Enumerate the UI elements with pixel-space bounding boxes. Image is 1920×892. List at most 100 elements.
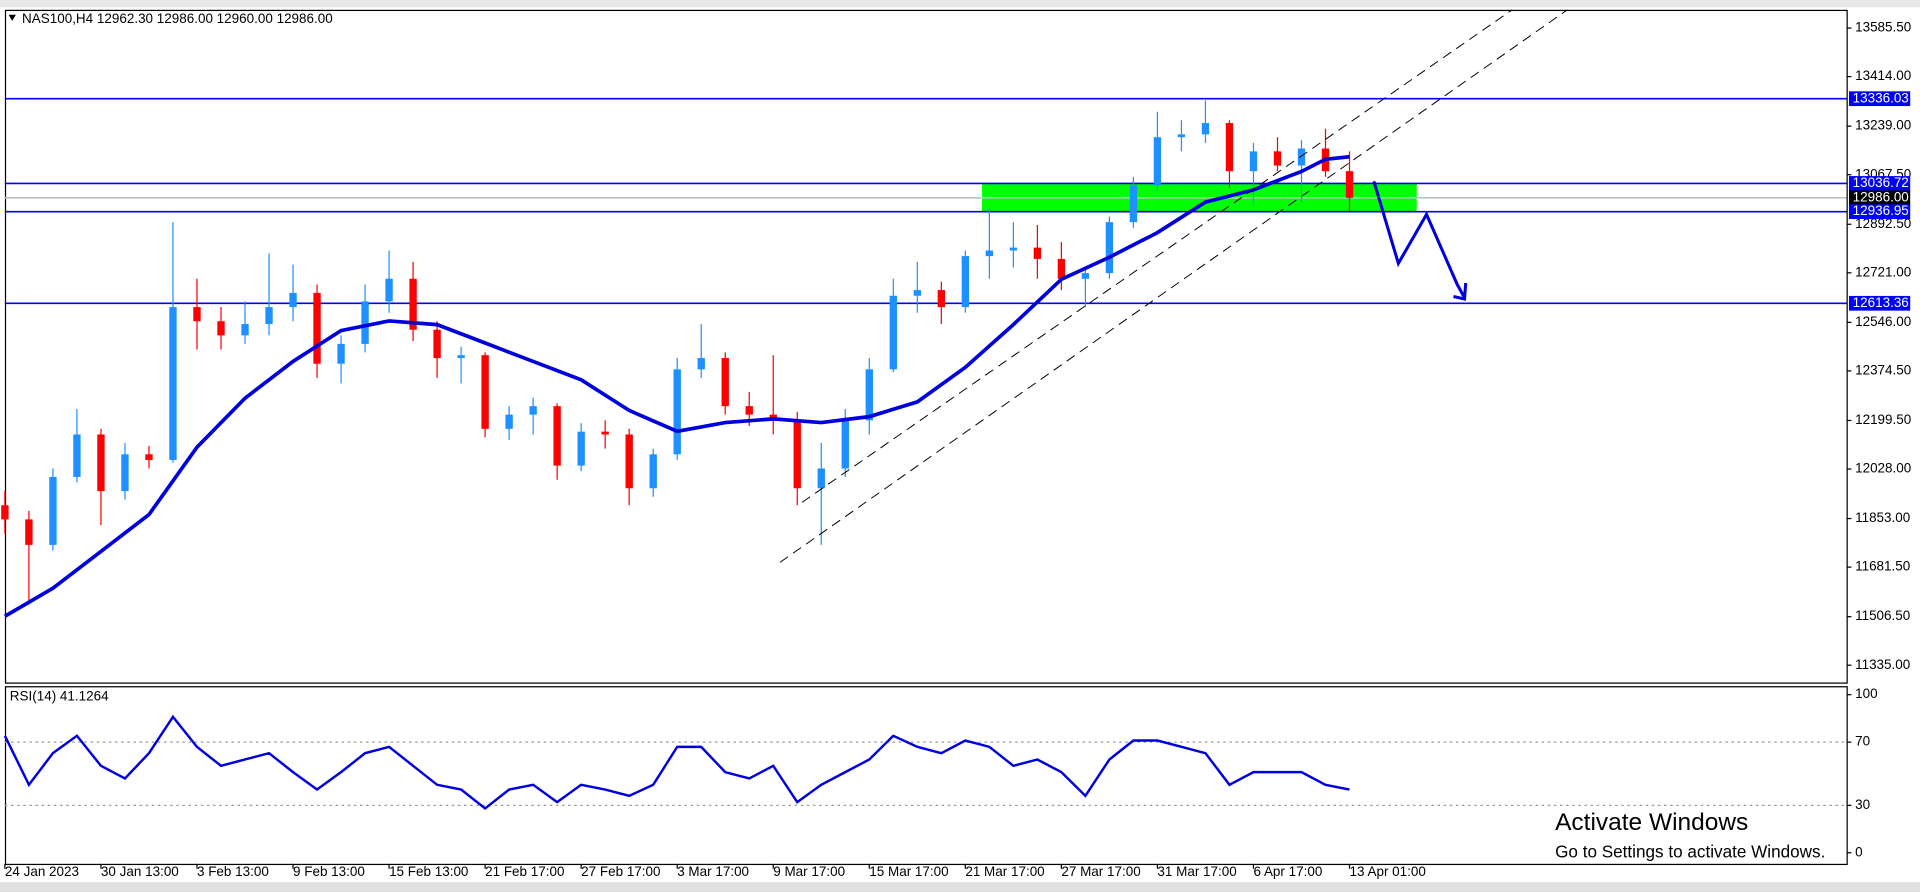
y-tick-label: 12546.00 [1855,314,1911,329]
x-tick-label: 9 Mar 17:00 [773,864,845,879]
y-tick-label: 13414.00 [1855,68,1911,83]
x-tick-label: 6 Apr 17:00 [1253,864,1322,879]
scrollbar[interactable] [0,882,1920,892]
candle-body [313,292,321,364]
candle-body [577,431,585,466]
candle-body [1201,123,1210,135]
x-tick-label: 24 Jan 2023 [5,864,79,879]
main-panel [4,9,1848,684]
candle-body [1297,148,1306,166]
candle-body [1081,273,1090,279]
candle-body [889,295,897,370]
x-tick-label: 9 Feb 13:00 [293,864,365,879]
level-label: 12936.95 [1853,203,1909,218]
x-tick-label: 31 Mar 17:00 [1157,864,1236,879]
candle-body [25,519,33,545]
channel-line [779,9,1568,563]
candle-body [553,406,561,466]
candle-body [1,505,9,520]
level-label-box [1848,204,1911,220]
rsi-panel [4,686,1848,866]
candle-body [73,434,81,477]
rsi-y-tick-label: 100 [1855,686,1877,701]
candle-body [673,369,681,455]
candle-body [433,329,441,359]
candle-body [193,307,201,322]
candle-body [1225,123,1234,172]
candle-body [265,307,273,325]
candle-body [1057,258,1066,279]
candle-body [697,358,705,370]
level-label: 13336.03 [1853,90,1909,105]
level-label: 13036.72 [1853,175,1909,190]
y-tick-label: 12199.50 [1855,412,1911,427]
x-tick-label: 27 Mar 17:00 [1061,864,1140,879]
main-layer [1,97,1847,618]
y-tick-label: 13585.50 [1855,20,1911,35]
x-tick-label: 21 Feb 17:00 [485,864,564,879]
candle-body [241,324,249,336]
x-tick-label: 21 Mar 17:00 [965,864,1044,879]
level-label-box [1848,190,1911,206]
level-label-box [1848,295,1911,311]
level-label: 12613.36 [1853,295,1909,310]
candle-body [1249,151,1258,172]
candle-body [337,343,345,364]
candle-body [841,420,849,469]
candle-body [1129,185,1138,223]
x-tick-label: 27 Feb 17:00 [581,864,660,879]
level-label-box [1848,176,1911,191]
rsi-line [3,714,1350,811]
candle-body [817,468,825,489]
projection-path [1372,180,1466,299]
candle-body [985,250,994,257]
level-label: 12986.00 [1853,189,1909,204]
candle-body [289,292,297,308]
x-tick-label: 15 Mar 17:00 [869,864,948,879]
y-tick-label: 13239.00 [1855,118,1911,133]
candle-body [169,307,177,460]
x-tick-label: 30 Jan 13:00 [101,864,179,879]
level-label-box [1848,91,1911,107]
x-tick-label: 13 Apr 01:00 [1350,864,1426,879]
candle-body [1345,171,1354,198]
x-tick-label: 15 Feb 13:00 [389,864,468,879]
watermark-subtitle: Go to Settings to activate Windows. [1555,841,1825,861]
candle-body [865,369,873,421]
rsi-title: RSI(14) 41.1264 [10,689,109,704]
channel-line [801,9,1513,503]
candle-body [145,454,153,460]
rsi-y-tick-label: 0 [1855,844,1862,859]
y-tick-label: 11853.00 [1855,510,1910,525]
candle-body [1033,247,1042,259]
y-tick-label: 11335.00 [1855,657,1910,672]
y-tick-label: 11681.50 [1855,559,1910,574]
watermark-title: Activate Windows [1555,809,1748,836]
candle-body [121,454,129,492]
projection-arrow [1453,282,1468,301]
candle-body [721,358,729,407]
candle-body [505,414,513,429]
candle-body [1009,247,1018,251]
candle-body [409,278,417,330]
candle-body [481,355,489,429]
x-tick-label: 3 Feb 13:00 [197,864,269,879]
x-tick-label: 3 Mar 17:00 [677,864,749,879]
candle-body [625,434,633,489]
y-tick-label: 11506.50 [1855,608,1910,623]
candle-body [1273,151,1282,166]
y-tick-label: 12028.00 [1855,461,1911,476]
header-triangle [8,14,16,21]
chart-title: NAS100,H4 12962.30 12986.00 12960.00 129… [22,11,333,26]
candle-body [937,290,945,308]
candle-body [1105,222,1114,274]
candle-body [601,431,609,435]
candle-body [793,420,801,489]
rsi-y-tick-label: 70 [1855,734,1870,749]
candle-body [529,406,537,415]
y-tick-label: 12721.00 [1855,264,1911,279]
candle-body [1177,134,1186,138]
y-tick-label: 12892.50 [1855,216,1911,231]
